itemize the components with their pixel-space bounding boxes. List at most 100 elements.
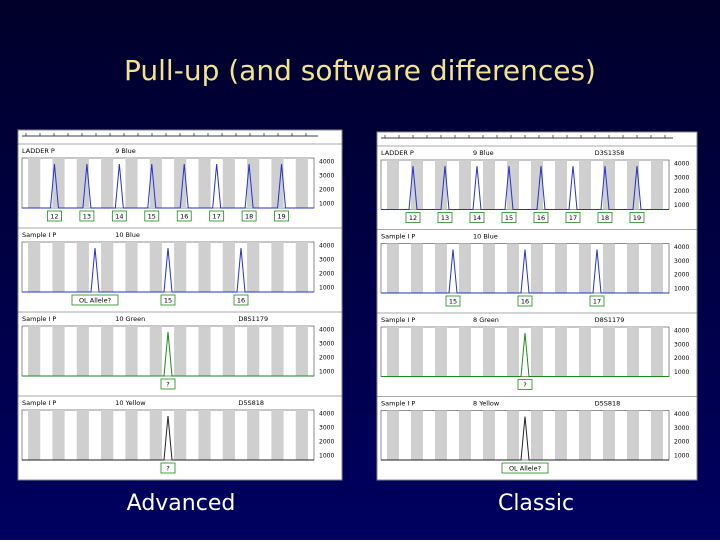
y-tick-label: 2000 xyxy=(319,439,334,446)
bin-stripe xyxy=(222,158,235,208)
lane-dye: 9 Blue xyxy=(115,147,136,155)
y-tick-label: 2000 xyxy=(674,439,689,446)
bin-stripe xyxy=(531,327,543,377)
bin-stripe xyxy=(174,326,187,376)
bin-stripe xyxy=(28,410,41,460)
bin-stripe xyxy=(603,243,615,293)
allele-label: ? xyxy=(523,381,526,389)
bin-stripe xyxy=(483,410,495,460)
bin-stripe xyxy=(627,327,639,377)
y-tick-label: 3000 xyxy=(674,341,689,348)
allele-label: OL Allele? xyxy=(79,297,111,305)
bin-stripe xyxy=(52,326,65,376)
y-tick-label: 4000 xyxy=(319,327,334,334)
bin-stripe xyxy=(76,326,89,376)
lane-header: Sample I P xyxy=(381,316,415,324)
y-tick-label: 1000 xyxy=(319,453,334,460)
lane-header: Sample I P xyxy=(381,233,415,241)
bin-stripe xyxy=(579,160,591,210)
trace xyxy=(22,247,314,293)
allele-label: 15 xyxy=(505,214,513,222)
allele-box xyxy=(160,378,176,390)
y-tick-label: 1000 xyxy=(674,369,689,376)
bin-stripe xyxy=(28,158,41,208)
bin-stripe xyxy=(149,242,162,292)
bin-stripe xyxy=(555,410,567,460)
allele-label: 14 xyxy=(473,214,481,222)
bin-stripe xyxy=(459,327,471,377)
bin-stripe xyxy=(651,160,663,210)
bin-stripe xyxy=(125,158,138,208)
allele-label: 15 xyxy=(164,297,172,305)
allele-label: 19 xyxy=(633,214,641,222)
bin-stripe xyxy=(531,410,543,460)
bin-stripe xyxy=(555,160,567,210)
lane-header: LADDER P xyxy=(381,149,414,157)
allele-box xyxy=(71,294,119,306)
bin-stripe xyxy=(198,326,211,376)
allele-box xyxy=(241,210,257,222)
bin-stripe xyxy=(295,326,308,376)
allele-box xyxy=(501,212,517,223)
trace xyxy=(381,416,669,461)
allele-label: 14 xyxy=(115,213,123,221)
allele-box xyxy=(629,212,645,223)
bin-stripe xyxy=(198,242,211,292)
lane-dye: 10 Blue xyxy=(473,233,498,241)
y-tick-label: 2000 xyxy=(319,355,334,362)
allele-box xyxy=(274,210,289,222)
plot-area xyxy=(21,157,315,209)
bin-stripe xyxy=(222,410,235,460)
trace xyxy=(22,163,314,209)
bin-stripe xyxy=(52,242,65,292)
bin-stripe xyxy=(387,410,399,460)
bin-stripe xyxy=(271,410,284,460)
allele-box xyxy=(405,212,421,223)
allele-label: 12 xyxy=(409,214,417,222)
bin-stripe xyxy=(507,327,519,377)
allele-box xyxy=(565,212,581,223)
allele-label: 18 xyxy=(245,213,253,221)
bin-stripe xyxy=(101,242,114,292)
allele-label: OL Allele? xyxy=(509,465,541,473)
allele-box xyxy=(79,210,95,222)
y-tick-label: 3000 xyxy=(319,341,334,348)
y-tick-label: 4000 xyxy=(674,328,689,335)
bin-stripe xyxy=(222,242,235,292)
bin-stripe xyxy=(459,160,471,210)
y-tick-label: 2000 xyxy=(319,187,334,194)
y-tick-label: 4000 xyxy=(674,411,689,418)
allele-label: ? xyxy=(166,465,169,473)
bin-stripe xyxy=(222,326,235,376)
bin-stripe xyxy=(125,410,138,460)
locus-label: D8S1179 xyxy=(595,316,625,324)
bin-stripe xyxy=(507,243,519,293)
bin-stripe xyxy=(198,158,211,208)
allele-label: 19 xyxy=(277,213,285,221)
lane-header: Sample I P xyxy=(381,400,415,408)
y-tick-label: 1000 xyxy=(319,201,334,208)
bin-stripe xyxy=(387,327,399,377)
bin-stripe xyxy=(295,410,308,460)
y-tick-label: 2000 xyxy=(674,188,689,195)
y-tick-label: 4000 xyxy=(674,244,689,251)
lane-header: LADDER P xyxy=(22,147,55,155)
bin-stripe xyxy=(387,243,399,293)
bin-stripe xyxy=(651,410,663,460)
bin-stripe xyxy=(579,410,591,460)
allele-box xyxy=(469,212,485,223)
bin-stripe xyxy=(411,410,423,460)
y-tick-label: 4000 xyxy=(674,161,689,168)
locus-label: D5S818 xyxy=(595,400,621,408)
trace xyxy=(381,165,669,210)
trace xyxy=(22,331,314,377)
bin-stripe xyxy=(149,410,162,460)
bin-stripe xyxy=(247,242,260,292)
bin-stripe xyxy=(435,410,447,460)
bin-stripe xyxy=(76,410,89,460)
lane-header: Sample I P xyxy=(22,399,56,407)
bin-stripe xyxy=(101,410,114,460)
allele-label: 15 xyxy=(148,213,156,221)
bin-stripe xyxy=(507,410,519,460)
allele-box xyxy=(233,294,249,306)
